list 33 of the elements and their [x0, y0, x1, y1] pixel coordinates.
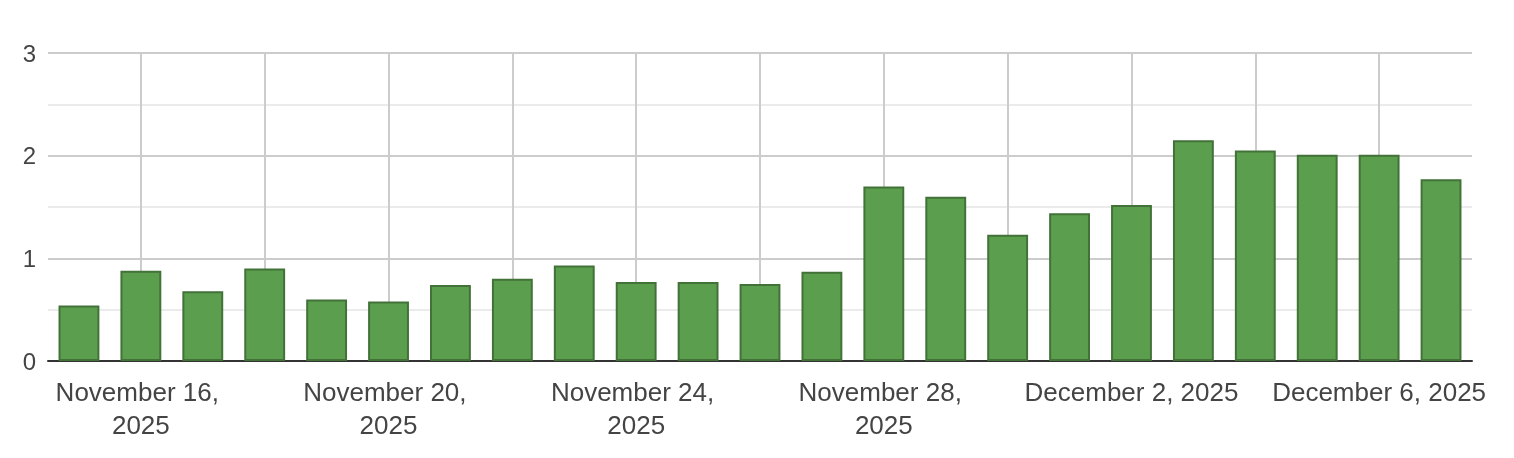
bar [120, 270, 162, 361]
bar [1111, 204, 1152, 361]
y-tick-label: 0 [22, 347, 36, 375]
x-tick-label: December 2, 2025 [1024, 376, 1239, 407]
bar [553, 265, 595, 361]
bar [677, 281, 719, 361]
bar [58, 305, 100, 361]
bar [430, 285, 471, 361]
bar [1234, 150, 1276, 361]
bar [739, 284, 781, 361]
x-tick-label: November 24, 2025 [550, 376, 722, 440]
bar [1420, 179, 1462, 361]
bar [368, 301, 409, 361]
bar [1172, 140, 1214, 361]
bar [987, 234, 1029, 361]
y-tick-label: 1 [22, 244, 36, 272]
y-tick-label: 3 [22, 39, 36, 67]
bar [863, 186, 905, 361]
bar [615, 281, 657, 361]
x-tick-label: December 6, 2025 [1272, 376, 1487, 407]
bar [1296, 154, 1338, 361]
y-tick-label: 2 [22, 142, 36, 170]
bar [1358, 154, 1400, 361]
x-tick-label: November 28, 2025 [798, 376, 970, 440]
x-tick-label: November 16, 2025 [55, 376, 227, 440]
bar [182, 291, 224, 361]
bar [801, 271, 843, 361]
bar [1049, 213, 1090, 361]
bar [925, 196, 967, 361]
bar [244, 268, 286, 361]
x-tick-label: November 20, 2025 [303, 376, 474, 440]
bar [306, 299, 348, 361]
bar [491, 278, 533, 361]
